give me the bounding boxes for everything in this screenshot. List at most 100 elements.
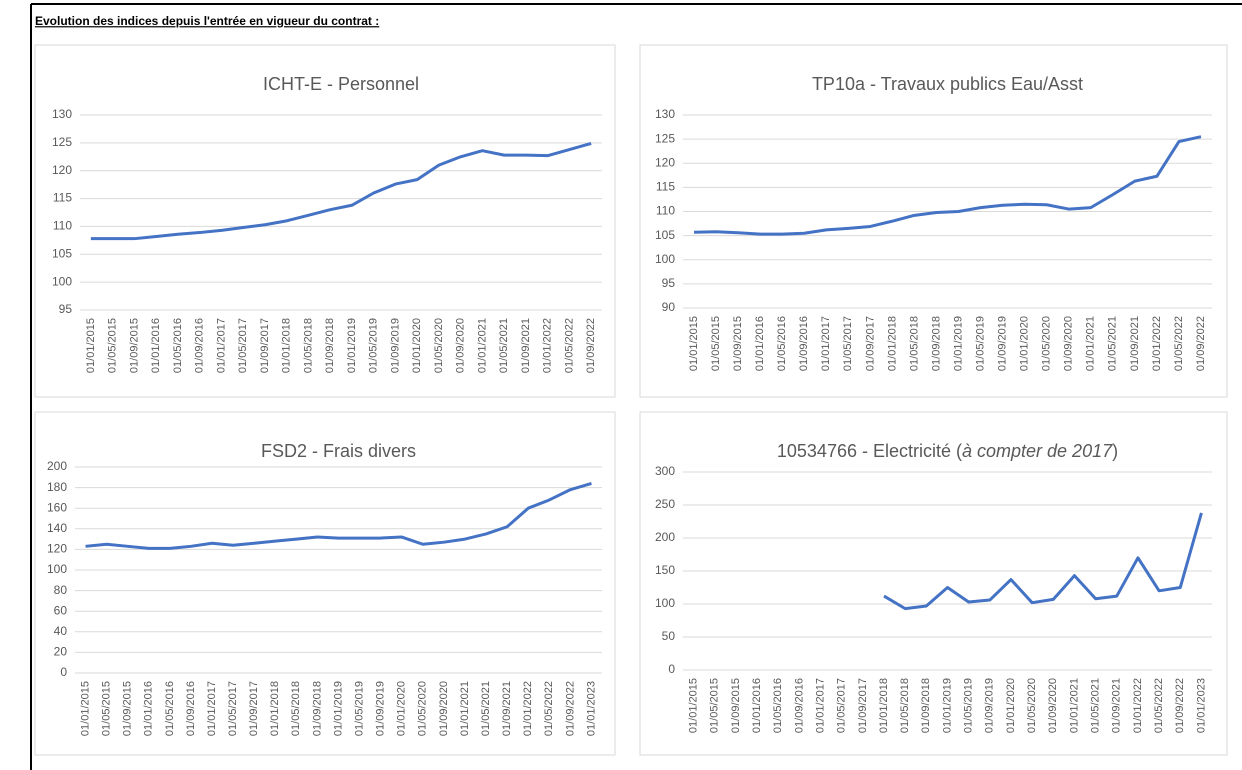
x-tick-label: 01/09/2022 — [564, 681, 576, 736]
y-tick-label: 120 — [655, 155, 675, 169]
y-tick-label: 120 — [52, 163, 72, 177]
x-tick-label: 01/05/2016 — [172, 318, 184, 373]
x-tick-label: 01/01/2020 — [1019, 316, 1031, 371]
y-tick-label: 20 — [54, 645, 68, 659]
x-tick-label: 01/01/2016 — [150, 318, 162, 373]
x-tick-label: 01/05/2017 — [842, 316, 854, 371]
chart-title: 10534766 - Electricité (à compter de 201… — [777, 441, 1118, 461]
data-line — [85, 482, 592, 550]
x-tick-label: 01/05/2019 — [963, 678, 975, 733]
x-tick-label: 01/05/2015 — [709, 678, 721, 733]
x-tick-label: 01/05/2017 — [227, 681, 239, 736]
x-tick-label: 01/01/2016 — [143, 681, 155, 736]
y-tick-label: 180 — [47, 480, 67, 494]
y-tick-label: 40 — [54, 624, 68, 638]
x-tick-label: 01/05/2016 — [776, 316, 788, 371]
x-tick-label: 01/05/2019 — [353, 681, 365, 736]
y-tick-label: 120 — [47, 542, 67, 556]
chart-title: ICHT-E - Personnel — [263, 74, 419, 94]
x-tick-label: 01/09/2016 — [798, 316, 810, 371]
y-tick-label: 105 — [52, 246, 72, 260]
x-tick-label: 01/09/2018 — [324, 318, 336, 373]
x-tick-label: 01/09/2022 — [1174, 678, 1186, 733]
x-tick-label: 01/05/2020 — [433, 318, 445, 373]
x-tick-label: 01/09/2018 — [930, 316, 942, 371]
x-tick-label: 01/01/2021 — [1068, 678, 1080, 733]
x-tick-label: 01/09/2015 — [128, 318, 140, 373]
x-tick-label: 01/01/2020 — [411, 318, 423, 373]
x-tick-label: 01/01/2019 — [346, 318, 358, 373]
y-tick-label: 110 — [656, 204, 675, 218]
y-tick-label: 115 — [53, 191, 72, 205]
data-line — [90, 141, 592, 241]
x-tick-label: 01/05/2017 — [237, 318, 249, 373]
x-tick-label: 01/01/2018 — [886, 316, 898, 371]
x-tick-label: 01/05/2016 — [772, 678, 784, 733]
x-tick-label: 01/05/2018 — [290, 681, 302, 736]
y-tick-label: 110 — [53, 219, 72, 233]
x-tick-label: 01/09/2021 — [1111, 678, 1123, 733]
y-tick-label: 160 — [47, 500, 67, 514]
x-tick-label: 01/09/2019 — [389, 318, 401, 373]
x-tick-label: 01/09/2018 — [311, 681, 323, 736]
x-tick-label: 01/05/2022 — [1153, 678, 1165, 733]
x-tick-label: 01/09/2017 — [248, 681, 260, 736]
heading: Evolution des indices depuis l'entrée en… — [35, 14, 379, 28]
x-tick-label: 01/09/2020 — [438, 681, 450, 736]
x-tick-label: 01/01/2021 — [476, 318, 488, 373]
x-tick-label: 01/01/2016 — [751, 678, 763, 733]
y-tick-label: 50 — [662, 629, 676, 643]
y-tick-label: 0 — [60, 665, 67, 679]
y-tick-label: 100 — [52, 274, 72, 288]
x-tick-label: 01/09/2017 — [864, 316, 876, 371]
y-tick-label: 200 — [655, 530, 675, 544]
y-tick-label: 115 — [656, 180, 675, 194]
x-tick-label: 01/05/2019 — [974, 316, 986, 371]
x-tick-label: 01/05/2021 — [498, 318, 510, 373]
data-line — [693, 135, 1202, 236]
x-tick-label: 01/09/2022 — [585, 318, 597, 373]
x-tick-label: 01/01/2020 — [396, 681, 408, 736]
x-tick-label: 01/09/2019 — [997, 316, 1009, 371]
x-tick-label: 01/01/2015 — [688, 316, 700, 371]
x-tick-label: 01/01/2019 — [941, 678, 953, 733]
x-tick-label: 01/09/2016 — [194, 318, 206, 373]
x-tick-label: 01/01/2017 — [206, 681, 218, 736]
title-part: ) — [1112, 441, 1118, 461]
y-tick-label: 90 — [662, 300, 676, 314]
x-tick-label: 01/01/2015 — [687, 678, 699, 733]
x-tick-label: 01/05/2015 — [101, 681, 113, 736]
x-tick-label: 01/01/2023 — [1195, 678, 1207, 733]
x-tick-label: 01/09/2021 — [501, 681, 513, 736]
x-tick-label: 01/01/2015 — [85, 318, 97, 373]
x-tick-label: 01/05/2018 — [302, 318, 314, 373]
x-tick-label: 01/01/2022 — [1151, 316, 1163, 371]
chart-panel — [34, 44, 616, 398]
y-tick-label: 130 — [655, 107, 675, 121]
x-tick-label: 01/09/2017 — [259, 318, 271, 373]
x-tick-label: 01/09/2016 — [793, 678, 805, 733]
x-tick-label: 01/05/2018 — [899, 678, 911, 733]
chart-title: FSD2 - Frais divers — [261, 441, 416, 461]
x-tick-label: 01/01/2022 — [542, 318, 554, 373]
y-tick-label: 95 — [59, 302, 73, 316]
y-tick-label: 105 — [655, 228, 675, 242]
x-tick-label: 01/05/2019 — [368, 318, 380, 373]
y-tick-label: 100 — [655, 596, 675, 610]
x-tick-label: 01/05/2021 — [1090, 678, 1102, 733]
x-tick-label: 01/05/2021 — [480, 681, 492, 736]
data-line — [883, 512, 1203, 611]
x-tick-label: 01/09/2015 — [730, 678, 742, 733]
x-tick-label: 01/09/2015 — [122, 681, 134, 736]
chart-panel — [34, 411, 616, 756]
title-part: 10534766 - Electricité ( — [777, 441, 962, 461]
y-tick-label: 250 — [655, 497, 675, 511]
chart-panel — [639, 411, 1228, 756]
x-tick-label: 01/09/2020 — [1047, 678, 1059, 733]
x-tick-label: 01/09/2021 — [520, 318, 532, 373]
x-tick-label: 01/01/2022 — [522, 681, 534, 736]
title-part: à compter de 2017 — [962, 441, 1113, 461]
x-tick-label: 01/01/2017 — [814, 678, 826, 733]
x-tick-label: 01/01/2016 — [754, 316, 766, 371]
x-tick-label: 01/05/2018 — [908, 316, 920, 371]
